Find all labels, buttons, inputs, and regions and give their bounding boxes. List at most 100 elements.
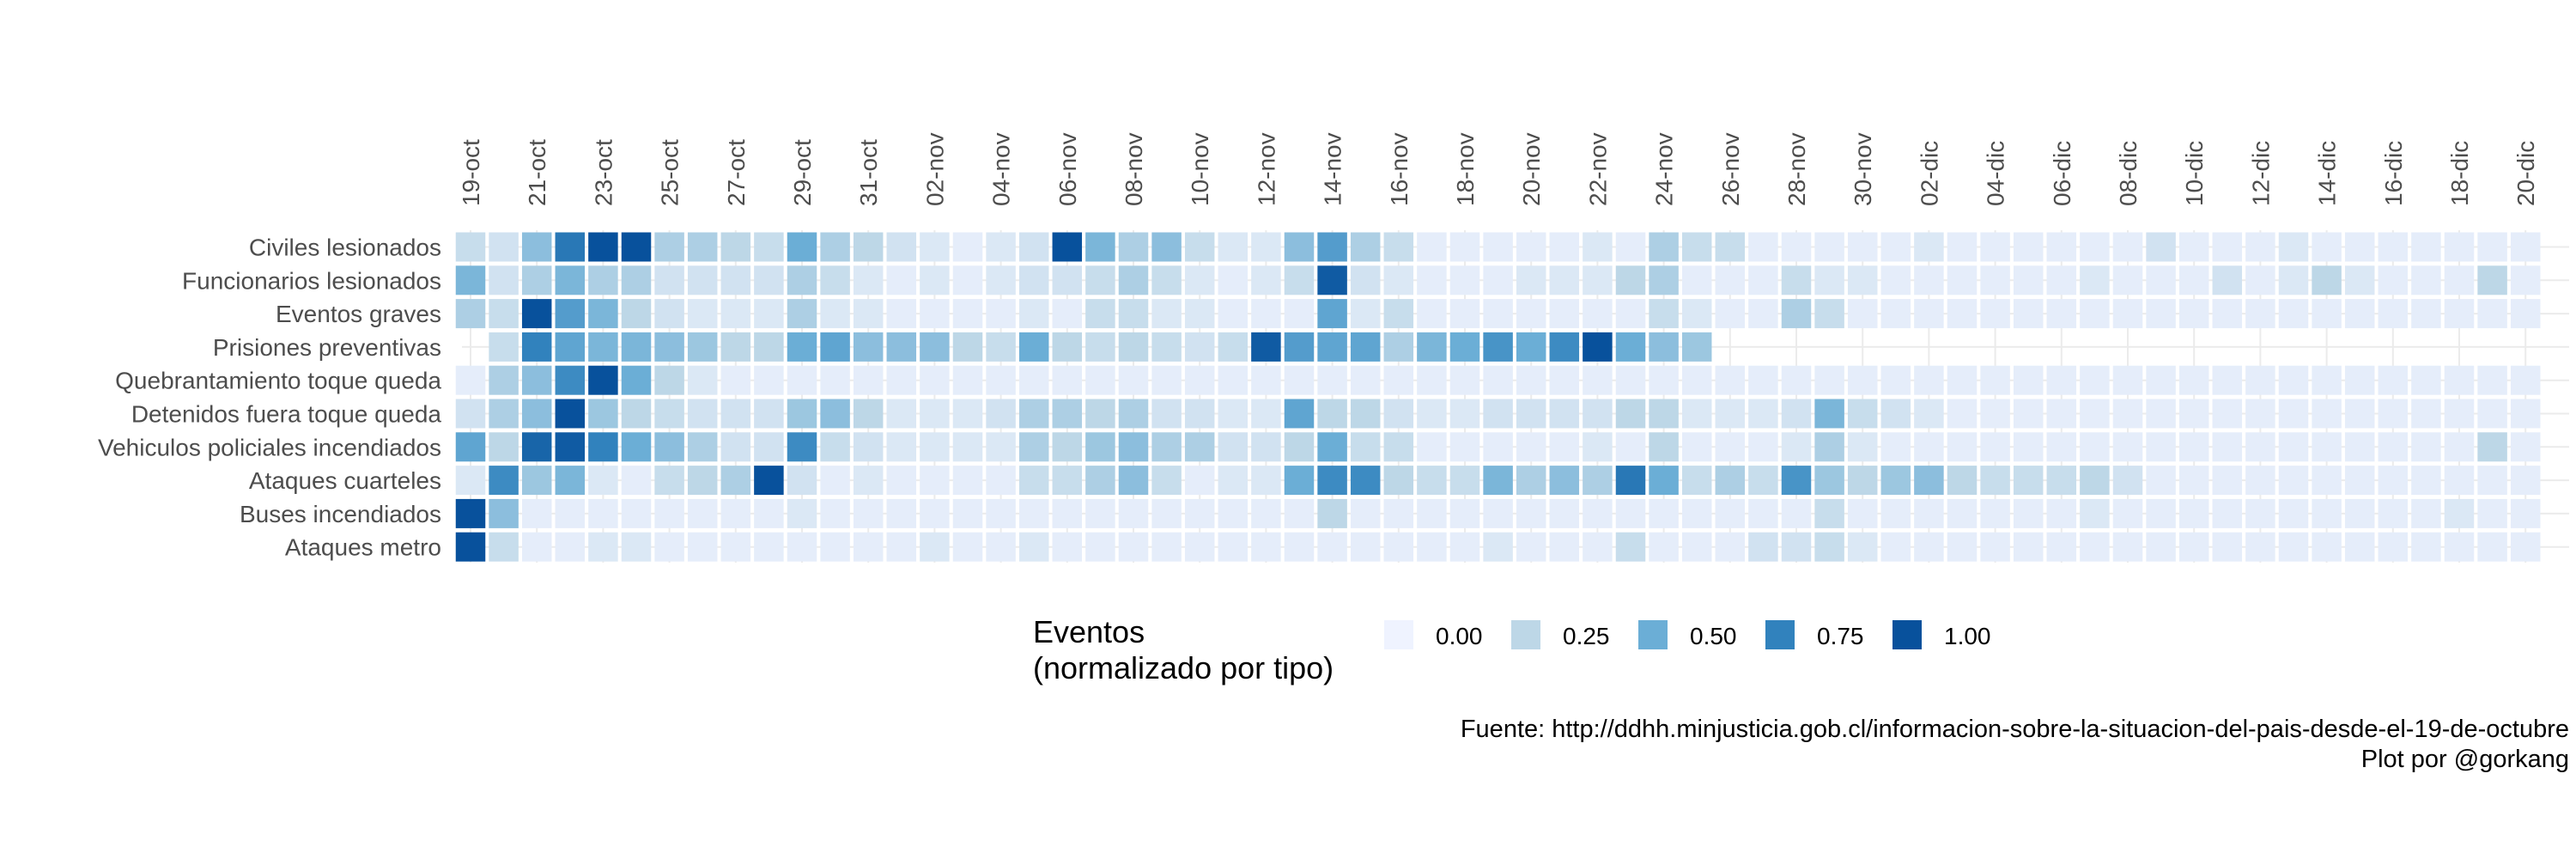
heatmap-cell (1980, 299, 2010, 329)
heatmap-cell (1383, 498, 1414, 528)
heatmap-cell (1715, 498, 1746, 528)
heatmap-cell (1317, 399, 1347, 429)
heatmap-cell (720, 498, 751, 528)
heatmap-cell (720, 432, 751, 462)
heatmap-cell (1118, 232, 1149, 262)
heatmap-cell (1184, 432, 1215, 462)
heatmap-cell (1317, 365, 1347, 395)
heatmap-cell (555, 265, 586, 295)
heatmap-cell (754, 498, 784, 528)
heatmap-cell (1748, 265, 1778, 295)
heatmap-cell (1052, 432, 1083, 462)
heatmap-cell (489, 299, 519, 329)
heatmap-cell (1251, 498, 1281, 528)
heatmap-cell (1417, 432, 1447, 462)
heatmap-cell (2080, 399, 2110, 429)
heatmap-cell (754, 532, 784, 562)
heatmap-cell (521, 299, 552, 329)
heatmap-cell (1549, 332, 1580, 362)
heatmap-cell (787, 399, 817, 429)
heatmap-cell (787, 332, 817, 362)
heatmap-cell (2444, 532, 2475, 562)
heatmap-cell (952, 265, 983, 295)
heatmap-cell (521, 332, 552, 362)
heatmap-cell (555, 332, 586, 362)
heatmap-cell (1516, 299, 1546, 329)
heatmap-cell (2278, 466, 2309, 496)
heatmap-cell (2411, 498, 2441, 528)
heatmap-cell (820, 265, 850, 295)
y-tick-label: Eventos graves (276, 301, 441, 327)
heatmap-cell (1583, 432, 1613, 462)
heatmap-cell (1317, 466, 1347, 496)
heatmap-cell (1649, 399, 1679, 429)
heatmap-cell (1483, 332, 1513, 362)
heatmap-cell (1880, 399, 1911, 429)
x-tick-label: 31-oct (855, 139, 882, 206)
heatmap-cell (1118, 532, 1149, 562)
heatmap-cell (555, 466, 586, 496)
heatmap-cell (654, 365, 684, 395)
heatmap-cell (1681, 532, 1712, 562)
heatmap-cell (687, 299, 718, 329)
heatmap-cell (687, 498, 718, 528)
heatmap-cell (621, 365, 652, 395)
heatmap-cell (2510, 265, 2541, 295)
heatmap-cell (1317, 299, 1347, 329)
heatmap-cell (754, 365, 784, 395)
heatmap-cell (1681, 265, 1712, 295)
heatmap-cell (1781, 466, 1812, 496)
heatmap-cell (1880, 232, 1911, 262)
heatmap-cell (1018, 265, 1049, 295)
legend-items: 0.00 0.25 0.50 0.75 1.00 (1384, 620, 1991, 649)
heatmap-cell (2013, 466, 2044, 496)
legend-label: 0.75 (1817, 623, 1864, 649)
heatmap-cell (986, 432, 1016, 462)
heatmap-cell (1317, 498, 1347, 528)
heatmap-cell (1748, 365, 1778, 395)
heatmap-cell (1847, 232, 1878, 262)
heatmap-cell (521, 532, 552, 562)
heatmap-cell (2344, 466, 2375, 496)
heatmap-cell (1880, 466, 1911, 496)
heatmap-cell (2378, 299, 2409, 329)
heatmap-cell (1417, 532, 1447, 562)
x-tick-label: 08-dic (2115, 141, 2142, 206)
heatmap-cell (1781, 432, 1812, 462)
legend-title-line2: (normalizado por tipo) (1033, 650, 1334, 685)
heatmap-cell (1947, 532, 1978, 562)
heatmap-cell (1317, 432, 1347, 462)
heatmap-cell (720, 365, 751, 395)
heatmap-cell (1880, 299, 1911, 329)
heatmap-cell (720, 332, 751, 362)
heatmap-cell (787, 466, 817, 496)
heatmap-cell (1649, 498, 1679, 528)
heatmap-cell (1583, 232, 1613, 262)
heatmap-cell (986, 466, 1016, 496)
heatmap-cell (1085, 332, 1115, 362)
heatmap-cell (2444, 232, 2475, 262)
heatmap-cell (1284, 498, 1315, 528)
heatmap-cell (1715, 265, 1746, 295)
heatmap-cell (1748, 232, 1778, 262)
heatmap-cell (1218, 432, 1249, 462)
heatmap-cell (1814, 232, 1844, 262)
heatmap-cell (1151, 498, 1182, 528)
heatmap-cell (1880, 365, 1911, 395)
heatmap-cell (1085, 365, 1115, 395)
heatmap-cell (754, 399, 784, 429)
heatmap-cell (1914, 399, 1944, 429)
heatmap-cell (1350, 299, 1381, 329)
heatmap-cell (2178, 365, 2209, 395)
heatmap-cell (588, 232, 618, 262)
heatmap-cell (687, 466, 718, 496)
x-tick-label: 25-oct (657, 139, 683, 206)
heatmap-cell (920, 399, 950, 429)
heatmap-cell (886, 332, 917, 362)
heatmap-cell (2046, 265, 2077, 295)
heatmap-cell (1383, 299, 1414, 329)
heatmap-cell (1483, 232, 1513, 262)
heatmap-cell (853, 466, 884, 496)
heatmap-cell (1251, 232, 1281, 262)
